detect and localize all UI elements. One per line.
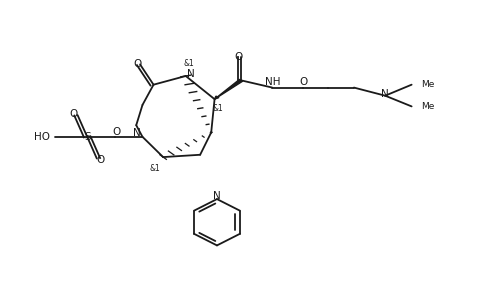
Text: O: O [96, 155, 105, 165]
Text: N: N [213, 191, 221, 200]
Text: HO: HO [34, 132, 50, 142]
Polygon shape [214, 96, 219, 99]
Text: O: O [234, 52, 243, 62]
Text: N: N [381, 89, 389, 99]
Text: &1: &1 [184, 59, 194, 68]
Text: &1: &1 [149, 164, 160, 173]
Text: Me: Me [421, 80, 435, 89]
Text: O: O [134, 59, 142, 70]
Text: N: N [187, 69, 194, 79]
Text: Me: Me [421, 102, 435, 111]
Text: O: O [112, 127, 120, 136]
Text: &1: &1 [213, 104, 223, 113]
Text: O: O [69, 109, 78, 119]
Text: S: S [84, 132, 91, 142]
Text: O: O [299, 77, 308, 87]
Text: N: N [133, 128, 141, 138]
Polygon shape [214, 79, 242, 99]
Text: NH: NH [266, 77, 281, 87]
